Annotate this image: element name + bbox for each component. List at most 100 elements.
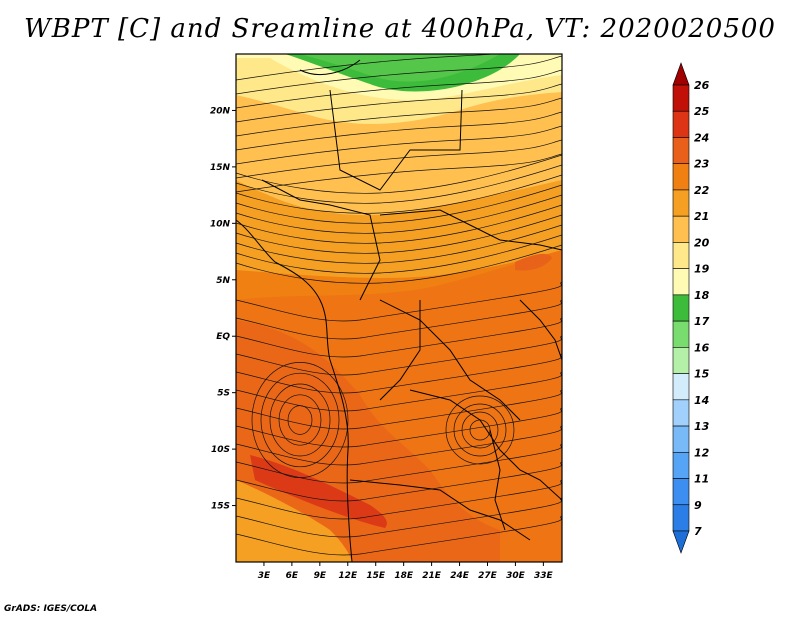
x-tick-label: 21E <box>422 571 442 581</box>
streamline <box>236 111 562 151</box>
colorbar-label: 19 <box>694 263 710 276</box>
streamline <box>236 83 562 123</box>
colorbar-label: 17 <box>694 315 710 328</box>
streamline <box>236 353 562 394</box>
streamline <box>236 174 562 214</box>
field-patch-23-east <box>515 253 552 271</box>
streamline <box>236 153 562 193</box>
streamline <box>236 244 562 284</box>
streamline <box>236 281 562 322</box>
border-line <box>299 59 361 76</box>
border-line <box>236 219 353 562</box>
colorbar-label: 24 <box>694 131 709 144</box>
streamline <box>236 125 562 165</box>
streamline <box>236 299 562 340</box>
border-line <box>379 209 562 251</box>
streamline <box>453 403 507 457</box>
border-line <box>261 179 381 301</box>
colorbar-label: 15 <box>694 368 710 381</box>
colorbar-swatch <box>672 189 690 217</box>
field-band-24 <box>250 455 387 528</box>
colorbar-label: 9 <box>694 499 702 512</box>
colorbar-swatch <box>672 320 690 348</box>
streamline <box>236 55 562 95</box>
streamline <box>278 394 322 446</box>
chart-title: WBPT [C] and Sreamline at 400hPa, VT: 20… <box>24 14 776 44</box>
streamline <box>236 194 562 234</box>
colorbar-swatch <box>672 84 690 112</box>
border-line <box>379 299 521 421</box>
colorbar-swatch <box>672 504 690 532</box>
colorbar-swatch <box>672 451 690 479</box>
colorbar-label: 25 <box>694 105 710 118</box>
streamline <box>236 497 562 538</box>
colorbar-swatch <box>672 425 690 453</box>
y-tick-label: 10S <box>211 445 230 455</box>
colorbar-cap-bottom <box>672 530 690 554</box>
x-tick-label: 27E <box>478 571 498 581</box>
x-tick-label: 15E <box>366 571 386 581</box>
streamline <box>461 411 499 449</box>
streamline <box>236 164 562 204</box>
colorbar-label: 23 <box>694 158 710 171</box>
x-tick-label: 9E <box>314 571 327 581</box>
x-tick-label: 33E <box>534 571 554 581</box>
streamline <box>236 407 562 448</box>
colorbar-label: 21 <box>694 210 709 223</box>
colorbar: 26 25 24 23 22 21 20 19 18 17 16 15 14 13 12 11 9 7 <box>672 62 710 554</box>
colorbar-label: 22 <box>694 184 710 197</box>
colorbar-swatch <box>672 242 690 269</box>
colorbar-label: 7 <box>694 525 702 538</box>
x-tick-label: 18E <box>394 571 414 581</box>
x-tick-label: 3E <box>258 571 271 581</box>
colorbar-label: 16 <box>694 341 710 354</box>
streamlines <box>236 54 562 556</box>
border-line <box>349 479 531 541</box>
streamline <box>236 204 562 244</box>
x-axis: 3E 6E 9E 12E 15E 18E 21E 24E 27E 30E 33E <box>258 562 554 581</box>
map-area <box>236 54 562 562</box>
x-tick-label: 12E <box>338 571 358 581</box>
x-tick-label: 24E <box>450 571 470 581</box>
colorbar-label: 12 <box>694 446 710 459</box>
colorbar-swatch <box>672 137 690 165</box>
streamline <box>236 139 562 179</box>
y-axis: 20N 15N 10N 5N EQ 5S 10S 15S <box>210 106 236 512</box>
colorbar-label: 14 <box>694 394 709 407</box>
streamline <box>260 372 340 468</box>
field-band-17b <box>300 54 500 82</box>
colorbar-label: 13 <box>694 420 710 433</box>
streamline <box>445 395 515 465</box>
colorbar-swatch <box>672 399 690 427</box>
colorbar-swatch <box>672 215 690 243</box>
software-credit: GrADS: IGES/COLA <box>4 604 98 614</box>
streamline <box>236 461 562 502</box>
map-frame <box>235 53 563 563</box>
y-tick-label: 5S <box>217 389 230 399</box>
colorbar-label: 26 <box>694 79 710 92</box>
x-tick-label: 30E <box>506 571 526 581</box>
y-tick-label: 10N <box>210 219 231 229</box>
colorbar-swatch <box>672 268 690 296</box>
country-borders <box>236 59 562 562</box>
streamline <box>236 479 562 520</box>
streamline <box>236 371 562 412</box>
colorbar-swatch <box>672 110 690 138</box>
streamline <box>287 405 313 435</box>
streamline <box>236 317 562 358</box>
streamline <box>251 362 349 478</box>
colorbar-cap-top <box>672 62 690 86</box>
streamline <box>236 389 562 430</box>
streamline <box>236 515 562 556</box>
streamline <box>236 69 562 109</box>
streamline <box>269 383 331 457</box>
streamline <box>236 154 562 194</box>
y-tick-label: 15S <box>211 502 230 512</box>
colorbar-label: 20 <box>694 236 710 249</box>
colorbar-label: 11 <box>694 473 709 486</box>
streamline <box>236 425 562 466</box>
y-tick-label: EQ <box>216 332 230 342</box>
x-tick-label: 6E <box>286 571 299 581</box>
colorbar-swatch <box>672 347 690 374</box>
